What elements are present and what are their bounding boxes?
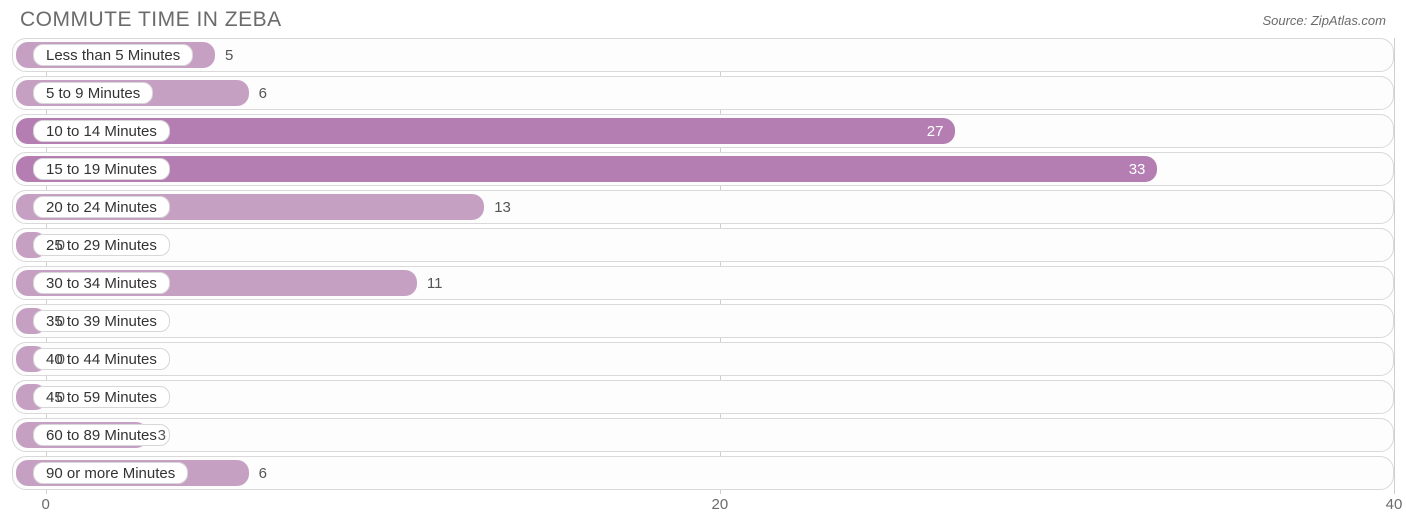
bar-row: 25 to 29 Minutes0 bbox=[12, 228, 1394, 262]
category-label: 20 to 24 Minutes bbox=[33, 196, 170, 218]
x-axis: 02040 bbox=[12, 496, 1394, 520]
gridline bbox=[1394, 38, 1395, 494]
category-label: 45 to 59 Minutes bbox=[33, 386, 170, 408]
bar-value: 0 bbox=[57, 305, 65, 337]
bar-row: 90 or more Minutes 6 bbox=[12, 456, 1394, 490]
bar bbox=[16, 156, 1157, 182]
bar-row: 20 to 24 Minutes 13 bbox=[12, 190, 1394, 224]
bar-row: 10 to 14 Minutes 27 bbox=[12, 114, 1394, 148]
bar-row: Less than 5 Minutes 5 bbox=[12, 38, 1394, 72]
bar-value: 27 bbox=[927, 115, 944, 147]
bar-value: 0 bbox=[57, 343, 65, 375]
commute-chart: Less than 5 Minutes 5 5 to 9 Minutes 6 10 to… bbox=[0, 38, 1406, 520]
source-name: ZipAtlas.com bbox=[1311, 13, 1386, 28]
bar-row: 5 to 9 Minutes 6 bbox=[12, 76, 1394, 110]
category-label: 40 to 44 Minutes bbox=[33, 348, 170, 370]
bar-value: 11 bbox=[427, 267, 443, 299]
bar-row: 60 to 89 Minutes3 bbox=[12, 418, 1394, 452]
bar-row: 45 to 59 Minutes0 bbox=[12, 380, 1394, 414]
chart-header: COMMUTE TIME IN ZEBA Source: ZipAtlas.co… bbox=[0, 0, 1406, 38]
category-label: 30 to 34 Minutes bbox=[33, 272, 170, 294]
category-label: 25 to 29 Minutes bbox=[33, 234, 170, 256]
category-label: 35 to 39 Minutes bbox=[33, 310, 170, 332]
category-label: 5 to 9 Minutes bbox=[33, 82, 153, 104]
category-label: 60 to 89 Minutes bbox=[33, 424, 170, 446]
category-label: 15 to 19 Minutes bbox=[33, 158, 170, 180]
plot-area: Less than 5 Minutes 5 5 to 9 Minutes 6 10 to… bbox=[12, 38, 1394, 494]
bar-value: 13 bbox=[494, 191, 511, 223]
x-tick: 0 bbox=[42, 496, 50, 513]
x-tick: 40 bbox=[1386, 496, 1403, 513]
bar-row: 30 to 34 Minutes 11 bbox=[12, 266, 1394, 300]
bar-value: 5 bbox=[225, 39, 233, 71]
bar-value: 6 bbox=[259, 457, 267, 489]
bar-value: 6 bbox=[259, 77, 267, 109]
source-prefix: Source: bbox=[1262, 13, 1310, 28]
bar-row: 40 to 44 Minutes0 bbox=[12, 342, 1394, 376]
bar-row: 15 to 19 Minutes 33 bbox=[12, 152, 1394, 186]
category-label: 90 or more Minutes bbox=[33, 462, 188, 484]
category-label: Less than 5 Minutes bbox=[33, 44, 193, 66]
chart-title: COMMUTE TIME IN ZEBA bbox=[20, 8, 282, 32]
bar-row: 35 to 39 Minutes0 bbox=[12, 304, 1394, 338]
bar-value: 0 bbox=[57, 229, 65, 261]
x-tick: 20 bbox=[712, 496, 729, 513]
category-label: 10 to 14 Minutes bbox=[33, 120, 170, 142]
bar-value: 3 bbox=[158, 419, 166, 451]
bar-value: 0 bbox=[57, 381, 65, 413]
chart-source: Source: ZipAtlas.com bbox=[1262, 13, 1386, 28]
bar-value: 33 bbox=[1129, 153, 1146, 185]
